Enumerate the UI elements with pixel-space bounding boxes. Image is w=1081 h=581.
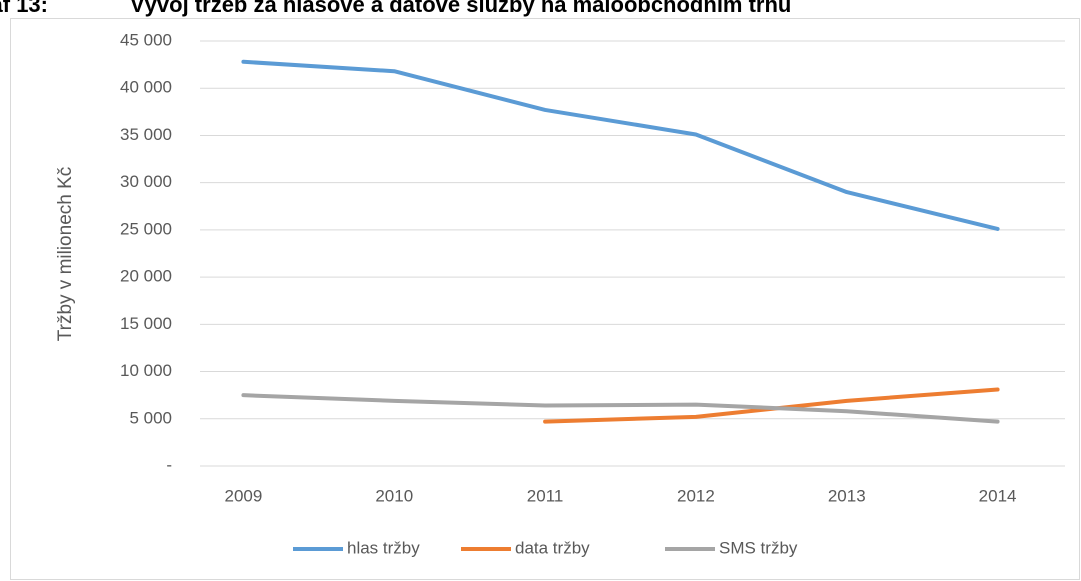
x-tick-label: 2012 [677,486,715,505]
y-tick-label: 5 000 [129,408,172,427]
series-line [241,59,1000,231]
y-tick-label: 25 000 [120,219,172,238]
y-tick-label: 30 000 [120,172,172,191]
chart-title: Vývoj tržeb za hlasové a datové služby n… [130,0,791,17]
series-line [241,393,1000,424]
y-tick-label: 40 000 [120,78,172,97]
y-tick-label: 20 000 [120,267,172,286]
legend-label: hlas tržby [347,538,420,557]
y-tick-label: 15 000 [120,314,172,333]
chart-frame [10,18,1080,580]
legend-label: data tržby [515,538,590,557]
x-tick-label: 2011 [527,486,564,505]
chart-number: Graf 13: [0,0,48,17]
x-tick-label: 2009 [225,486,263,505]
x-tick-label: 2014 [979,486,1017,505]
y-tick-label: - [166,455,172,474]
y-tick-label: 35 000 [120,125,172,144]
x-tick-label: 2013 [828,486,866,505]
y-axis-label: Tržby v milionech Kč [55,167,76,342]
legend-label: SMS tržby [719,538,798,557]
y-tick-label: 45 000 [120,30,172,49]
y-tick-label: 10 000 [120,361,172,380]
x-tick-label: 2010 [375,486,413,505]
